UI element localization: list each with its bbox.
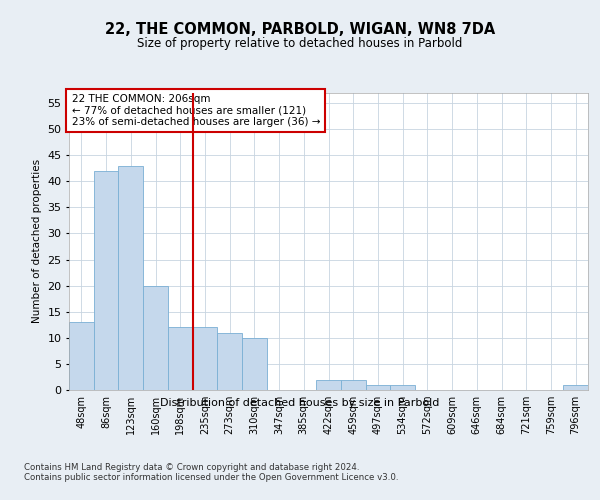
Bar [69, 322, 94, 390]
Bar [168, 328, 193, 390]
Bar [242, 338, 267, 390]
Bar [316, 380, 341, 390]
Bar [563, 385, 588, 390]
Bar [341, 380, 365, 390]
Text: Size of property relative to detached houses in Parbold: Size of property relative to detached ho… [137, 38, 463, 51]
Text: 22 THE COMMON: 206sqm
← 77% of detached houses are smaller (121)
23% of semi-det: 22 THE COMMON: 206sqm ← 77% of detached … [71, 94, 320, 127]
Bar [118, 166, 143, 390]
Bar [193, 328, 217, 390]
Y-axis label: Number of detached properties: Number of detached properties [32, 159, 41, 324]
Bar [365, 385, 390, 390]
Bar [217, 332, 242, 390]
Bar [94, 171, 118, 390]
Bar [390, 385, 415, 390]
Text: Distribution of detached houses by size in Parbold: Distribution of detached houses by size … [160, 398, 440, 407]
Bar [143, 286, 168, 390]
Text: 22, THE COMMON, PARBOLD, WIGAN, WN8 7DA: 22, THE COMMON, PARBOLD, WIGAN, WN8 7DA [105, 22, 495, 38]
Text: Contains HM Land Registry data © Crown copyright and database right 2024.
Contai: Contains HM Land Registry data © Crown c… [24, 462, 398, 482]
